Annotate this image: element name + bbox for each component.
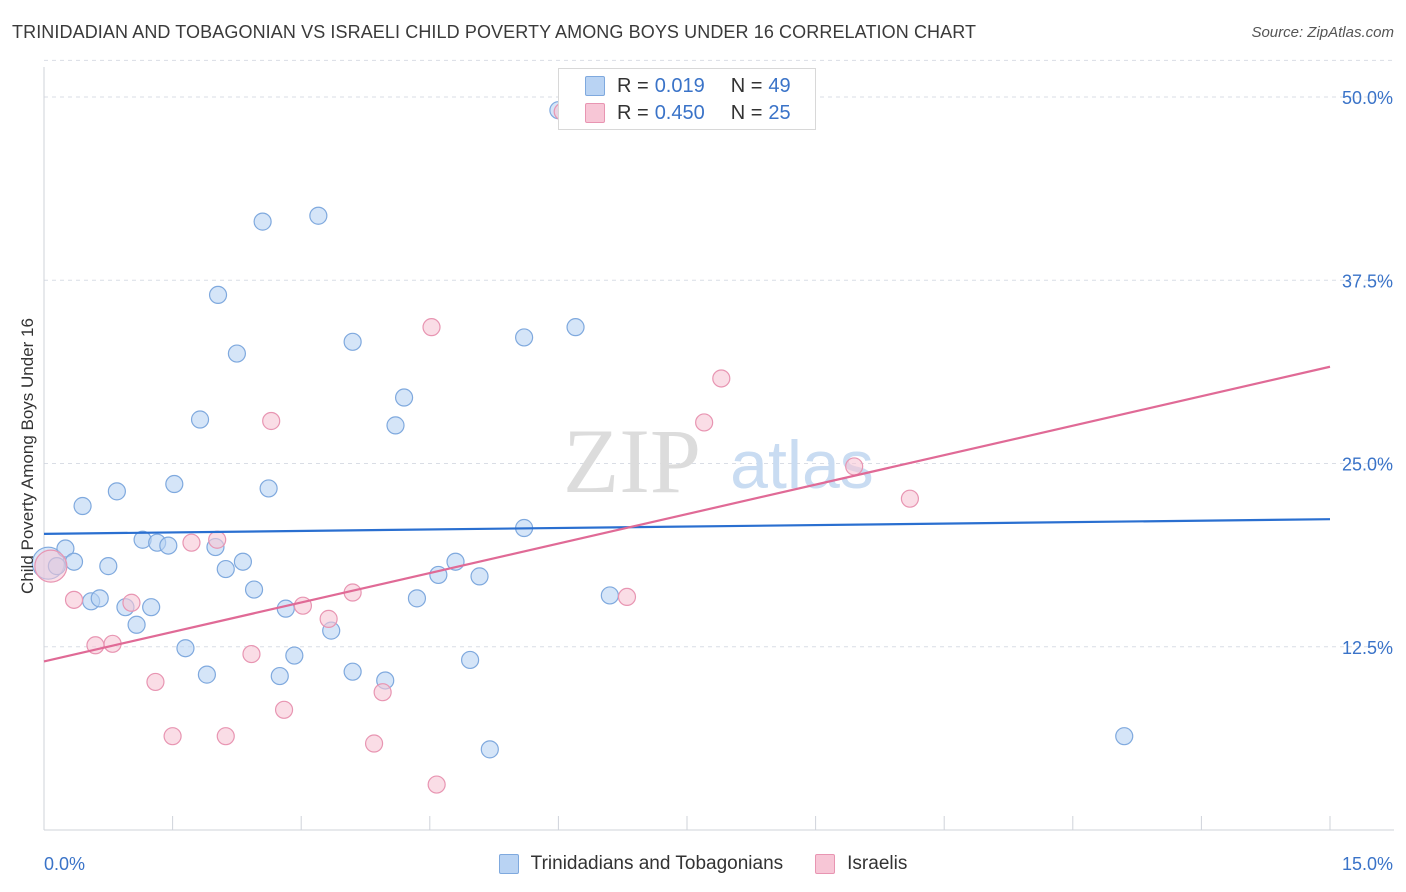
source-credit: Source: ZipAtlas.com — [1251, 24, 1394, 41]
legend-r-value: 0.019 — [654, 74, 705, 97]
point-israelis — [617, 587, 637, 607]
correlation-legend: R = 0.019 N = 49 R = 0.450 N = 25 — [558, 68, 816, 130]
legend-swatch-blue — [498, 854, 519, 874]
point-trinidadians — [190, 410, 210, 429]
point-trinidadians — [343, 332, 362, 351]
legend-n-value: 49 — [768, 74, 791, 97]
point-israelis — [373, 683, 392, 702]
point-trinidadians — [600, 586, 619, 605]
point-israelis — [319, 609, 338, 628]
trend-line-trinidadians — [43, 518, 1331, 535]
legend-item-trinidadians[interactable]: Trinidadians and Tobagonians — [498, 853, 784, 875]
point-trinidadians — [90, 589, 109, 608]
legend-row-israelis: R = 0.450 N = 25 — [585, 100, 791, 126]
point-israelis — [712, 369, 731, 388]
point-trinidadians — [515, 328, 534, 347]
series-legend: Trinidadians and Tobagonians Israelis — [0, 850, 1406, 878]
point-trinidadians — [470, 567, 489, 586]
legend-n-label: N = — [730, 101, 763, 124]
legend-r-label: R = — [617, 74, 649, 97]
point-trinidadians — [285, 646, 304, 665]
x-tick-labels: 0.0% 15.0% — [44, 854, 1393, 874]
point-trinidadians — [253, 212, 272, 231]
trend-lines — [43, 365, 1331, 663]
point-trinidadians — [259, 479, 278, 498]
legend-item-israelis[interactable]: Israelis — [815, 853, 907, 875]
point-trinidadians — [460, 650, 480, 670]
point-trinidadians — [276, 599, 295, 618]
point-trinidadians — [566, 318, 585, 337]
point-israelis — [242, 644, 261, 664]
point-trinidadians — [159, 536, 178, 555]
trend-line-israelis — [43, 365, 1331, 663]
watermark-zip: ZIP — [563, 410, 701, 512]
y-tick-label: 50.0% — [1342, 88, 1393, 108]
point-trinidadians — [165, 474, 184, 494]
legend-label-israelis: Israelis — [847, 853, 908, 874]
point-trinidadians — [309, 206, 328, 225]
point-israelis — [422, 318, 441, 337]
point-trinidadians — [127, 615, 146, 634]
point-trinidadians — [244, 580, 264, 599]
point-trinidadians — [480, 740, 499, 759]
point-trinidadians — [208, 285, 228, 305]
y-tick-label: 25.0% — [1342, 455, 1393, 475]
point-israelis — [274, 700, 294, 719]
chart-title: TRINIDADIAN AND TOBAGONIAN VS ISRAELI CH… — [12, 22, 977, 42]
point-trinidadians — [407, 589, 427, 608]
point-trinidadians — [216, 559, 235, 579]
legend-label-trinidadians: Trinidadians and Tobagonians — [530, 853, 784, 874]
point-trinidadians — [107, 482, 126, 501]
point-israelis — [262, 411, 281, 431]
legend-n-label: N = — [730, 74, 763, 97]
point-trinidadians — [233, 552, 253, 571]
point-trinidadians — [386, 416, 405, 435]
point-trinidadians — [197, 665, 216, 684]
x-tick-label: 15.0% — [1342, 854, 1393, 874]
point-trinidadians — [176, 639, 195, 658]
legend-n-value: 25 — [768, 101, 791, 124]
legend-r-value: 0.450 — [654, 101, 705, 124]
point-trinidadians — [343, 662, 362, 681]
y-tick-label: 37.5% — [1342, 271, 1393, 291]
point-israelis — [34, 549, 68, 583]
x-ticks — [172, 816, 1331, 830]
legend-swatch-pink — [585, 103, 605, 123]
point-israelis — [146, 672, 165, 692]
point-trinidadians — [227, 344, 246, 363]
point-trinidadians — [56, 539, 75, 558]
legend-swatch-pink — [815, 854, 836, 874]
point-trinidadians — [1115, 727, 1134, 746]
point-israelis — [163, 727, 182, 746]
legend-row-trinidadians: R = 0.019 N = 49 — [585, 73, 791, 99]
point-israelis — [695, 413, 714, 432]
y-tick-labels: 12.5% 25.0% 37.5% 50.0% — [1342, 88, 1393, 658]
legend-swatch-blue — [585, 76, 605, 96]
point-trinidadians — [270, 666, 289, 686]
point-trinidadians — [142, 598, 161, 617]
point-trinidadians — [73, 496, 92, 516]
point-israelis — [216, 727, 235, 746]
point-israelis — [845, 457, 864, 476]
point-israelis — [122, 593, 141, 612]
legend-r-label: R = — [617, 101, 649, 124]
point-israelis — [427, 775, 446, 794]
y-tick-label: 12.5% — [1342, 638, 1393, 658]
series-israelis-points — [34, 102, 920, 794]
point-israelis — [208, 530, 227, 549]
point-israelis — [182, 533, 201, 552]
point-israelis — [364, 734, 384, 753]
point-trinidadians — [99, 557, 118, 576]
point-israelis — [64, 590, 84, 609]
y-axis-label: Child Poverty Among Boys Under 16 — [18, 318, 37, 594]
x-tick-label: 0.0% — [44, 854, 85, 874]
point-israelis — [900, 489, 920, 508]
point-trinidadians — [64, 552, 84, 571]
point-trinidadians — [394, 388, 414, 407]
